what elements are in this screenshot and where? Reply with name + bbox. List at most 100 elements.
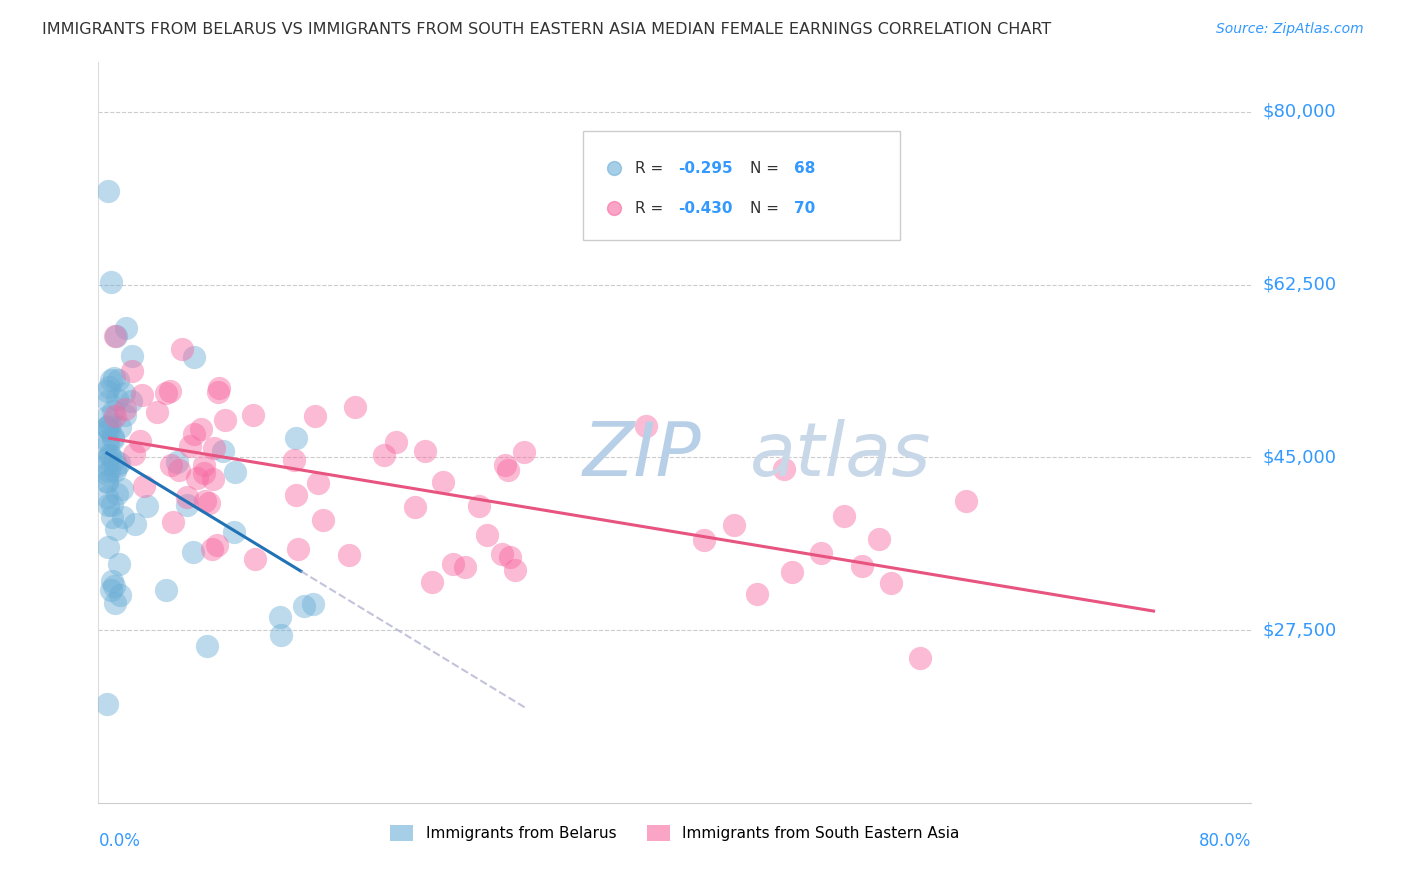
Point	[97, 380, 120, 394]
Point	[155, 583, 177, 598]
Point	[98, 417, 121, 432]
Point	[269, 609, 291, 624]
Point	[96, 420, 118, 434]
Point	[121, 363, 143, 377]
Text: -0.295: -0.295	[678, 161, 733, 176]
Text: $27,500: $27,500	[1263, 621, 1337, 639]
Point	[96, 475, 118, 489]
Point	[96, 697, 118, 711]
Point	[103, 579, 125, 593]
Point	[205, 538, 228, 552]
Point	[499, 550, 522, 565]
Point	[208, 381, 231, 395]
Point	[283, 453, 305, 467]
Point	[111, 482, 134, 496]
Point	[307, 476, 329, 491]
Point	[242, 409, 264, 423]
Text: N =: N =	[749, 201, 783, 216]
Point	[155, 386, 177, 401]
Point	[880, 576, 903, 591]
Point	[100, 583, 122, 598]
Point	[131, 387, 153, 401]
Point	[120, 393, 142, 408]
Point	[103, 371, 125, 385]
Point	[183, 350, 205, 364]
Point	[513, 444, 536, 458]
Text: -0.430: -0.430	[678, 201, 733, 216]
Point	[98, 448, 121, 462]
Point	[496, 462, 519, 476]
Point	[284, 431, 307, 445]
Point	[160, 458, 183, 472]
Point	[453, 560, 475, 574]
Point	[190, 422, 212, 436]
Point	[745, 587, 768, 601]
Point	[292, 599, 315, 613]
Point	[285, 488, 308, 502]
Point	[304, 409, 326, 423]
Point	[201, 541, 224, 556]
Point	[176, 499, 198, 513]
Point	[441, 557, 464, 571]
Point	[104, 328, 127, 343]
Point	[105, 487, 128, 501]
Point	[287, 542, 309, 557]
Point	[96, 419, 118, 434]
Point	[851, 559, 873, 574]
Point	[214, 413, 236, 427]
Point	[124, 516, 146, 531]
Point	[166, 455, 188, 469]
Point	[179, 439, 201, 453]
Point	[96, 467, 118, 481]
Point	[159, 384, 181, 399]
Point	[636, 419, 658, 434]
Point	[780, 566, 803, 580]
Point	[105, 392, 128, 406]
Point	[955, 494, 977, 508]
Point	[114, 409, 136, 423]
Point	[96, 384, 118, 399]
Point	[105, 458, 128, 473]
Point	[107, 373, 129, 387]
Point	[373, 449, 395, 463]
Point	[100, 373, 122, 387]
Point	[96, 490, 118, 504]
Text: $80,000: $80,000	[1263, 103, 1337, 120]
Point	[105, 522, 128, 536]
Point	[908, 651, 931, 665]
Point	[96, 452, 118, 467]
Point	[104, 596, 127, 610]
Point	[404, 500, 426, 515]
Point	[420, 574, 443, 589]
Point	[108, 456, 131, 470]
Text: 0.0%: 0.0%	[98, 832, 141, 850]
Point	[96, 434, 118, 448]
Text: Source: ZipAtlas.com: Source: ZipAtlas.com	[1216, 22, 1364, 37]
Point	[413, 443, 436, 458]
Point	[693, 533, 716, 547]
Text: $45,000: $45,000	[1263, 449, 1337, 467]
Point	[193, 467, 215, 481]
Point	[494, 458, 516, 473]
Text: ZIP: ZIP	[582, 419, 702, 491]
Point	[114, 401, 136, 416]
Point	[202, 472, 225, 486]
Text: 68: 68	[793, 161, 815, 176]
Point	[96, 409, 118, 424]
Point	[176, 490, 198, 504]
Point	[224, 465, 246, 479]
Point	[108, 420, 131, 434]
Point	[868, 532, 890, 546]
Point	[181, 545, 204, 559]
Text: R =: R =	[634, 201, 668, 216]
Point	[222, 525, 245, 540]
Point	[491, 547, 513, 561]
Text: atlas: atlas	[749, 419, 931, 491]
Point	[207, 384, 229, 399]
Point	[343, 400, 366, 414]
Point	[115, 321, 138, 335]
Text: 70: 70	[793, 201, 815, 216]
Point	[773, 461, 796, 475]
Point	[167, 463, 190, 477]
Point	[97, 498, 120, 512]
